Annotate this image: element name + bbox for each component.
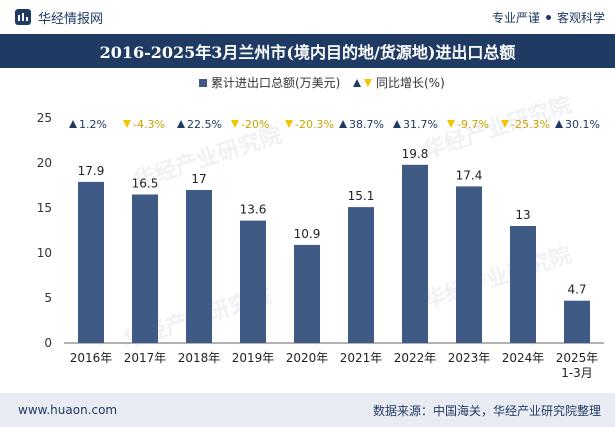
separator-dot-icon — [545, 14, 551, 20]
bar — [564, 300, 590, 343]
bar — [402, 164, 428, 343]
bar — [294, 244, 320, 343]
y-tick-label: 10 — [37, 246, 52, 260]
growth-down-triangle-icon — [447, 120, 455, 128]
bar — [348, 207, 374, 343]
legend-label-growth: 同比增长(%) — [376, 76, 445, 90]
bar-value-label: 17 — [191, 172, 206, 186]
brand-logo-icon — [15, 9, 31, 25]
growth-label: 1.2% — [79, 118, 107, 131]
growth-up-triangle-icon — [393, 120, 401, 128]
y-axis: 0 5 10 15 20 25 — [37, 111, 52, 350]
growth-label: 22.5% — [187, 118, 222, 131]
bar-value-label: 17.4 — [456, 168, 483, 182]
tagline-right: 客观科学 — [556, 10, 605, 25]
chart-title: 2016-2025年3月兰州市(境内目的地/货源地)进出口总额 — [99, 43, 516, 62]
growth-label: -20.3% — [295, 118, 334, 131]
tagline: 专业严谨 客观科学 — [492, 9, 605, 26]
x-tick-label: 2021年 — [340, 351, 383, 365]
growth-down-triangle-icon — [123, 120, 131, 128]
x-tick-label: 2025年 — [556, 351, 599, 365]
bar-value-label: 19.8 — [402, 147, 429, 161]
bar — [510, 226, 536, 343]
bars: 17.9 16.5 17 13.6 10.9 15.1 19.8 17.4 13 4.7 — [78, 147, 590, 343]
tagline-left: 专业严谨 — [491, 10, 540, 25]
bar — [78, 181, 104, 343]
y-tick-label: 25 — [37, 111, 52, 125]
x-tick-label: 2018年 — [178, 351, 221, 365]
growth-down-triangle-icon — [285, 120, 293, 128]
legend: 累计进出口总额(万美元) 同比增长(%) — [199, 76, 445, 90]
bar-value-label: 13.6 — [240, 203, 267, 217]
growth-label: -20% — [241, 118, 269, 131]
legend-down-triangle-icon — [364, 79, 372, 87]
growth-label: -9.7% — [457, 118, 489, 131]
x-tick-label: 2022年 — [394, 351, 437, 365]
bar — [132, 194, 158, 343]
growth-label: 38.7% — [349, 118, 384, 131]
y-tick-label: 20 — [37, 156, 52, 170]
y-tick-label: 0 — [44, 336, 52, 350]
growth-label: -25.3% — [511, 118, 550, 131]
legend-label-total: 累计进出口总额(万美元) — [211, 76, 340, 90]
bar — [186, 190, 212, 343]
bar-value-label: 15.1 — [348, 189, 375, 203]
footer: www.huaon.com 数据来源：中国海关，华经产业研究院整理 — [0, 393, 615, 427]
y-tick-label: 5 — [44, 291, 52, 305]
growth-label: 31.7% — [403, 118, 438, 131]
x-tick-label: 1-3月 — [561, 366, 593, 380]
chart-area: 累计进出口总额(万美元) 同比增长(%) 0 5 10 15 20 25 2016年 2017… — [37, 76, 604, 380]
top-bar: 华经情报网 专业严谨 客观科学 — [0, 0, 615, 34]
x-tick-label: 2023年 — [448, 351, 491, 365]
legend-bar-swatch-icon — [199, 79, 207, 87]
x-tick-label: 2019年 — [232, 351, 275, 365]
brand: 华经情报网 — [14, 8, 103, 27]
growth-labels: 1.2% -4.3% 22.5% -20% -20.3% 38.7% 31.7% -9.7% -… — [69, 118, 600, 131]
growth-down-triangle-icon — [501, 120, 509, 128]
bar-value-label: 10.9 — [294, 227, 321, 241]
chart-title-bar: 2016-2025年3月兰州市(境内目的地/货源地)进出口总额 — [0, 34, 615, 68]
bar-value-label: 13 — [515, 208, 530, 222]
bar-value-label: 17.9 — [78, 164, 105, 178]
growth-label: -4.3% — [133, 118, 165, 131]
bar — [240, 220, 266, 343]
bar-value-label: 16.5 — [132, 177, 159, 191]
x-axis: 2016年 2017年 2018年 2019年 2020年 2021年 2022年 2023年… — [64, 342, 604, 380]
bar — [456, 186, 482, 343]
growth-up-triangle-icon — [69, 120, 77, 128]
growth-up-triangle-icon — [177, 120, 185, 128]
brand-name: 华经情报网 — [38, 11, 104, 27]
footer-url[interactable]: www.huaon.com — [18, 403, 118, 417]
growth-up-triangle-icon — [339, 120, 347, 128]
x-tick-label: 2017年 — [124, 351, 167, 365]
bar-value-label: 4.7 — [567, 283, 586, 297]
legend-up-triangle-icon — [353, 79, 361, 87]
y-tick-label: 15 — [37, 201, 52, 215]
growth-up-triangle-icon — [555, 120, 563, 128]
growth-label: 30.1% — [565, 118, 600, 131]
x-tick-label: 2016年 — [70, 351, 113, 365]
growth-down-triangle-icon — [231, 120, 239, 128]
x-tick-label: 2020年 — [286, 351, 329, 365]
x-tick-label: 2024年 — [502, 351, 545, 365]
footer-source: 数据来源：中国海关，华经产业研究院整理 — [372, 403, 601, 418]
